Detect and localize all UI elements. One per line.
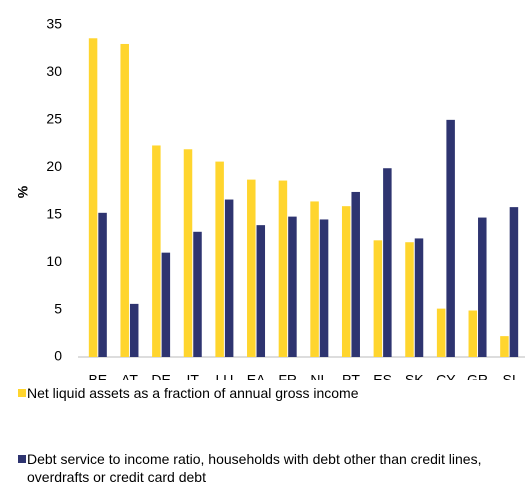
bar — [224, 199, 234, 357]
bar — [247, 179, 256, 357]
bar — [215, 161, 224, 357]
y-tick-label: 35 — [46, 16, 62, 32]
bar — [405, 242, 414, 357]
bar — [310, 201, 319, 357]
y-tick-label: 5 — [54, 300, 62, 316]
y-tick-label: 0 — [54, 348, 62, 364]
legend-label: Net liquid assets as a fraction of annua… — [27, 385, 359, 401]
bar — [509, 207, 519, 357]
bar — [120, 43, 129, 357]
x-tick-label: SI — [503, 372, 516, 380]
y-axis-label: % — [15, 185, 31, 198]
bar — [478, 217, 487, 357]
x-tick-label: BE — [88, 372, 107, 380]
bar — [351, 191, 360, 357]
legend-item: Debt service to income ratio, households… — [18, 450, 523, 486]
bar — [341, 206, 351, 357]
bar — [436, 308, 446, 357]
bar — [373, 240, 383, 357]
bar — [161, 252, 171, 357]
legend-label: Debt service to income ratio, households… — [27, 451, 482, 485]
bar — [500, 336, 509, 357]
x-tick-label: AT — [121, 372, 138, 380]
x-tick-label: EA — [247, 372, 266, 380]
legend-item: Net liquid assets as a fraction of annua… — [18, 384, 523, 402]
y-tick-label: 30 — [46, 63, 62, 79]
bar — [278, 180, 288, 357]
x-tick-label: GR — [467, 372, 488, 380]
bar — [414, 238, 424, 357]
bar — [88, 38, 98, 357]
bar — [129, 303, 139, 357]
bar — [183, 149, 193, 357]
bar — [319, 219, 329, 357]
x-tick-label: ES — [373, 372, 392, 380]
bar — [288, 216, 297, 357]
x-tick-label: SK — [405, 372, 424, 380]
x-tick-label: DE — [151, 372, 170, 380]
chart: % 0 5 10 15 20 25 30 35 BE AT DE IT LU EA FR NL PT ES SK CY… — [15, 16, 525, 380]
x-tick-label: NL — [310, 372, 328, 380]
y-tick-label: 25 — [46, 111, 62, 127]
bar — [383, 168, 392, 357]
bar — [152, 145, 161, 357]
bar — [446, 119, 455, 357]
y-tick-label: 15 — [46, 205, 62, 221]
y-tick-label: 10 — [46, 253, 62, 269]
x-tick-label: PT — [342, 372, 360, 380]
x-tick-label: CY — [436, 372, 456, 380]
legend-swatch — [18, 455, 26, 463]
x-tick-label: IT — [187, 372, 200, 380]
bar — [468, 310, 478, 357]
bar — [98, 212, 107, 357]
x-tick-label: LU — [215, 372, 233, 380]
bar — [256, 225, 266, 357]
y-tick-label: 20 — [46, 158, 62, 174]
x-tick-label: FR — [278, 372, 297, 380]
bar — [193, 231, 202, 357]
legend-swatch — [18, 389, 26, 397]
